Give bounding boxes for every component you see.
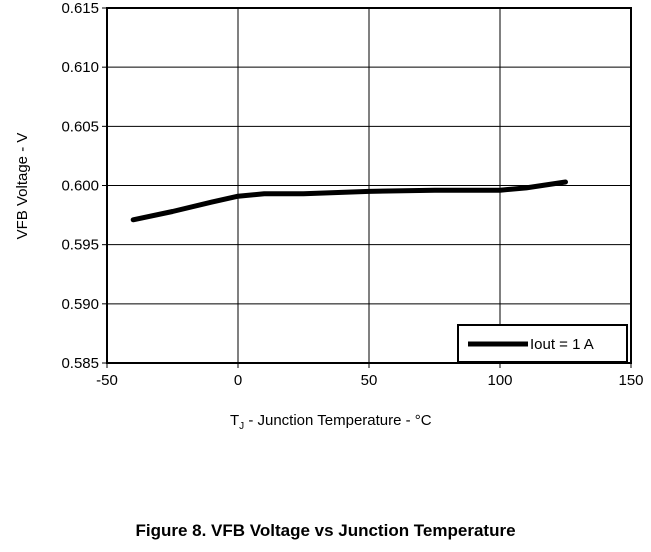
y-axis-label: VFB Voltage - V [14,133,31,240]
legend-label-iout-1a: Iout = 1 A [530,336,594,353]
series-layer [130,179,568,223]
x-tick-label-150: 150 [618,372,643,389]
y-tick-label-0.610: 0.610 [61,59,99,76]
legend-box [457,324,628,363]
y-tick-label-0.595: 0.595 [61,237,99,254]
x-axis-label-rest: - Junction Temperature - °C [244,412,432,429]
x-axis-label-subscript: J [239,421,244,432]
y-tick-label-0.600: 0.600 [61,178,99,195]
x-axis-ticks: -50 0 50 100 150 [96,363,644,389]
grid-lines [107,8,631,363]
x-axis-label-main: T [230,412,239,429]
y-axis-ticks: 0.585 0.590 0.595 0.600 0.605 0.610 0.615 [61,0,107,372]
series-line-0 [130,179,568,223]
legend: Iout = 1 A [457,324,628,363]
y-tick-label-0.615: 0.615 [61,0,99,17]
y-tick-label-0.585: 0.585 [61,355,99,372]
figure-caption: Figure 8. VFB Voltage vs Junction Temper… [135,521,516,540]
y-tick-label-0.605: 0.605 [61,118,99,135]
x-tick-label-0: 0 [234,372,242,389]
x-tick-label-50: 50 [361,372,378,389]
x-tick-label-100: 100 [487,372,512,389]
y-tick-label-0.590: 0.590 [61,296,99,313]
x-tick-label--50: -50 [96,372,118,389]
x-axis-label: TJ - Junction Temperature - °C [230,412,432,432]
